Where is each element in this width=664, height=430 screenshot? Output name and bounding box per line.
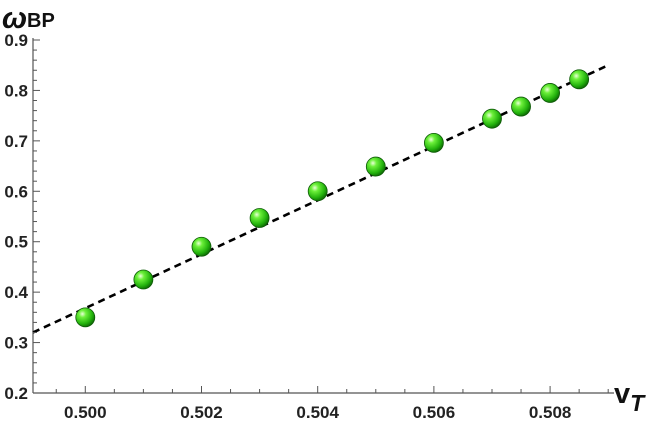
data-point (249, 208, 270, 228)
y-tick-label: 0.5 (4, 233, 28, 252)
data-point (482, 108, 502, 129)
data-points-layer (75, 69, 590, 328)
data-point (540, 83, 560, 103)
y-axis-ticks: 0.2 0.3 0.4 0.5 0.6 0.7 0.8 0.9 (4, 31, 40, 403)
data-point (75, 307, 96, 328)
y-tick-label: 0.4 (4, 283, 28, 302)
y-tick-label: 0.6 (4, 182, 28, 201)
x-tick-label: 0.500 (64, 403, 107, 422)
y-tick-label: 0.3 (4, 334, 28, 353)
x-tick-label: 0.506 (413, 403, 456, 422)
data-point (191, 236, 212, 257)
x-axis-ticks: 0.500 0.502 0.504 0.506 0.508 (55, 386, 609, 422)
x-tick-label: 0.502 (180, 403, 223, 422)
data-point (133, 269, 154, 290)
data-point (365, 156, 386, 177)
x-tick-label: 0.504 (296, 403, 339, 422)
data-point (423, 132, 444, 153)
y-tick-label: 0.8 (4, 81, 28, 100)
data-point (307, 181, 328, 202)
y-axis-title: ωBP (2, 2, 55, 35)
y-tick-label: 0.7 (4, 132, 28, 151)
axes (32, 38, 614, 394)
data-point (569, 69, 590, 90)
x-axis-title: vT (614, 378, 646, 416)
y-tick-label: 0.2 (4, 384, 28, 403)
data-point (511, 96, 531, 117)
y-tick-label: 0.9 (4, 31, 28, 50)
x-tick-label: 0.508 (529, 403, 572, 422)
